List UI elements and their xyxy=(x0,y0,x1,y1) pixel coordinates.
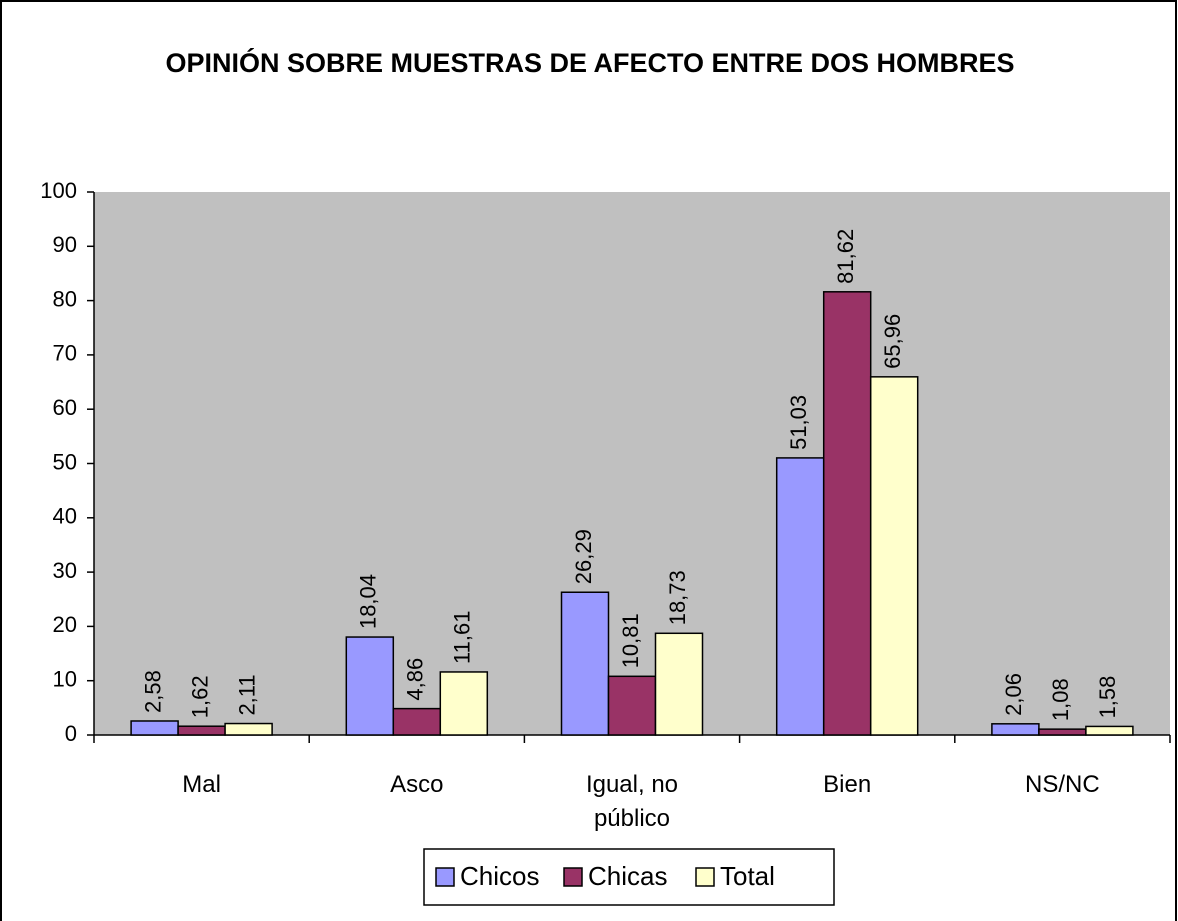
legend-swatch xyxy=(435,867,455,887)
y-tick-label: 90 xyxy=(53,232,77,257)
bar xyxy=(775,457,825,736)
y-tick-label: 100 xyxy=(40,178,77,203)
y-tick-label: 60 xyxy=(53,395,77,420)
value-label: 18,04 xyxy=(356,574,381,629)
y-tick-label: 40 xyxy=(53,504,77,529)
x-tick-label: NS/NC xyxy=(1025,771,1100,798)
value-label: 26,29 xyxy=(571,529,596,584)
bar xyxy=(392,707,442,736)
legend-label: Chicos xyxy=(460,861,539,891)
value-label: 4,86 xyxy=(403,658,428,701)
x-tick-label: Bien xyxy=(823,771,872,798)
x-tick-label: Igual, no público xyxy=(585,771,679,832)
legend-label: Chicas xyxy=(588,861,667,891)
bar xyxy=(224,722,273,736)
bar xyxy=(1085,725,1134,736)
bar xyxy=(607,675,657,736)
bar xyxy=(822,291,872,736)
x-tick-label: Asco xyxy=(390,771,444,798)
value-label: 1,58 xyxy=(1095,676,1120,719)
y-tick-label: 10 xyxy=(53,667,77,692)
value-label: 1,08 xyxy=(1048,678,1073,721)
x-tick-label: Mal xyxy=(182,771,221,798)
value-label: 10,81 xyxy=(618,613,643,668)
value-label: 2,11 xyxy=(234,674,259,715)
y-tick-label: 70 xyxy=(53,341,77,366)
bar xyxy=(560,591,610,736)
y-tick-label: 80 xyxy=(53,286,77,311)
plot-area xyxy=(94,192,1170,735)
bar xyxy=(991,723,1040,736)
value-label: 81,62 xyxy=(833,229,858,284)
value-label: 11,61 xyxy=(450,611,475,664)
value-label: 2,58 xyxy=(140,670,165,713)
legend-box xyxy=(423,848,835,906)
bar xyxy=(345,636,395,736)
bar xyxy=(177,725,226,736)
value-label: 51,03 xyxy=(786,395,811,450)
bar xyxy=(130,720,179,736)
legend-label: Total xyxy=(720,861,775,891)
bar xyxy=(439,671,489,736)
value-label: 1,62 xyxy=(187,675,212,718)
y-tick-label: 0 xyxy=(65,721,77,746)
y-tick-label: 30 xyxy=(53,558,77,583)
value-label: 18,73 xyxy=(665,570,690,625)
y-tick-label: 20 xyxy=(53,612,77,637)
y-tick-label: 50 xyxy=(53,449,77,474)
legend-swatch xyxy=(563,867,583,887)
legend-swatch xyxy=(695,867,715,887)
bar xyxy=(1038,728,1087,736)
chart-title: OPINIÓN SOBRE MUESTRAS DE AFECTO ENTRE D… xyxy=(165,48,1015,78)
value-label: 65,96 xyxy=(880,314,905,369)
bar xyxy=(654,632,704,736)
value-label: 2,06 xyxy=(1001,673,1026,716)
bar xyxy=(869,376,919,736)
